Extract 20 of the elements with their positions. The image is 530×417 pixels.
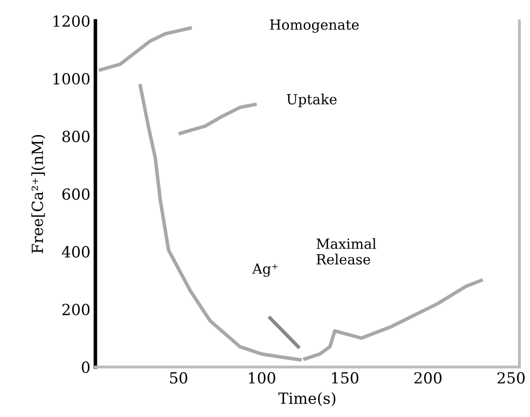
annotation: Ag⁺ — [252, 264, 278, 277]
annotation: Maximal Release — [316, 238, 376, 265]
y-tick-label: 1200 — [54, 15, 90, 27]
y-tick-label: 400 — [62, 246, 90, 258]
x-tick-label: 250 — [498, 372, 525, 384]
y-tick-label: 1000 — [54, 73, 90, 85]
line-series — [98, 26, 192, 72]
annotation: Uptake — [286, 94, 337, 108]
x-tick-label: 200 — [414, 372, 442, 384]
x-tick-label: 150 — [332, 372, 358, 384]
x-tick-label: 50 — [170, 372, 188, 384]
y-axis-title: Free[Ca²⁺](nM) — [31, 134, 46, 254]
y-tick-label: 200 — [62, 304, 90, 316]
y-tick-label: 0 — [82, 361, 90, 373]
line-series — [178, 102, 257, 136]
x-axis-title: Time(s) — [278, 392, 336, 406]
y-tick-label: 600 — [62, 188, 90, 200]
x-tick-label: 100 — [248, 372, 276, 384]
annotation: Homogenate — [270, 20, 359, 33]
y-tick-label: 800 — [62, 130, 90, 142]
